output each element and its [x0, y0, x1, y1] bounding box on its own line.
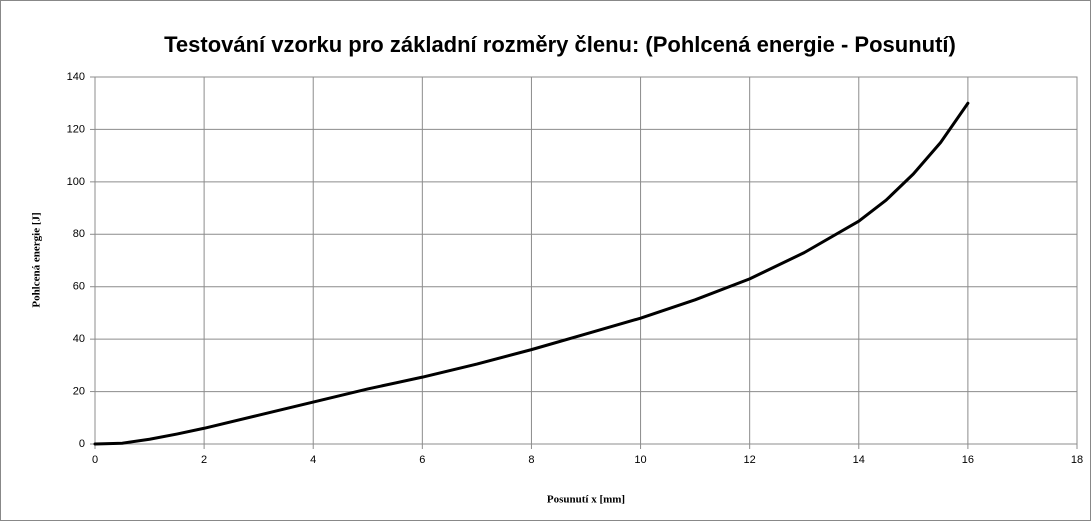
y-tick-label: 40: [73, 333, 85, 345]
y-tick-label: 120: [67, 123, 85, 135]
x-tick-label: 12: [744, 454, 756, 466]
y-tick-label: 100: [67, 176, 85, 188]
x-tick-label: 10: [634, 454, 646, 466]
y-tick-label: 140: [67, 71, 85, 83]
data-line: [93, 101, 970, 446]
y-tick-label: 60: [73, 281, 85, 293]
x-tick-label: 18: [1071, 454, 1083, 466]
chart-title: Testování vzorku pro základní rozměry čl…: [164, 32, 956, 57]
x-tick-label: 0: [92, 454, 98, 466]
x-tick-label: 4: [310, 454, 316, 466]
y-axis-label: Pohlcená energie [J]: [31, 212, 43, 307]
y-tick-label: 0: [79, 438, 85, 450]
x-axis-label: Posunutí x [mm]: [547, 494, 625, 506]
plot-border: [94, 76, 1078, 445]
x-tick-label: 14: [853, 454, 865, 466]
x-tick-label: 6: [419, 454, 425, 466]
y-tick-label: 20: [73, 385, 85, 397]
y-tick-label: 80: [73, 228, 85, 240]
x-tick-label: 8: [528, 454, 534, 466]
x-tick-label: 2: [201, 454, 207, 466]
x-tick-label: 16: [962, 454, 974, 466]
